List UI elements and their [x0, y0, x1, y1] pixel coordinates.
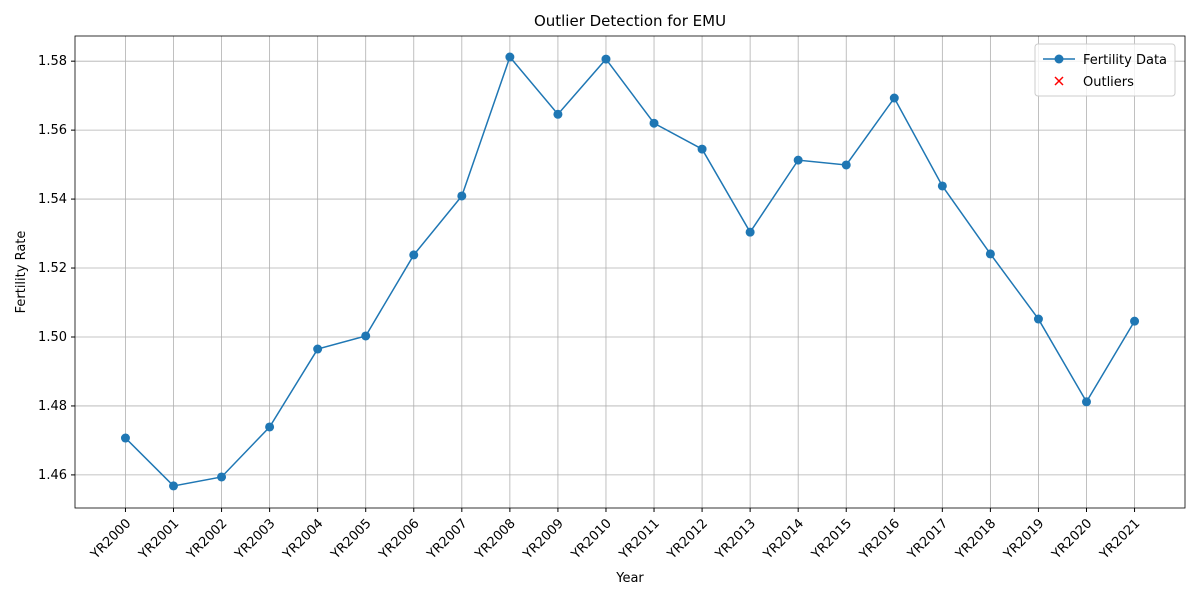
data-point	[697, 144, 707, 154]
x-tick-label: YR2009	[520, 516, 567, 563]
x-tick-label: YR2006	[376, 516, 423, 563]
x-tick-label: YR2010	[568, 516, 615, 563]
x-tick-label: YR2020	[1049, 516, 1096, 563]
y-tick-label: 1.50	[38, 330, 67, 345]
legend-label: Outliers	[1083, 75, 1134, 90]
data-point	[649, 118, 659, 128]
x-tick-label: YR2015	[808, 516, 855, 563]
data-point	[505, 52, 515, 62]
y-tick-label: 1.56	[38, 123, 67, 138]
data-point	[409, 250, 419, 260]
y-tick-label: 1.58	[38, 54, 67, 69]
y-axis-label: Fertility Rate	[14, 231, 29, 314]
data-point	[457, 191, 467, 201]
x-tick-label: YR2005	[328, 516, 375, 563]
data-point	[841, 160, 851, 170]
data-point	[169, 481, 179, 491]
x-tick-label: YR2017	[904, 516, 951, 563]
x-tick-label: YR2013	[712, 516, 759, 563]
data-point	[217, 472, 227, 482]
x-tick-label: YR2019	[1001, 516, 1048, 563]
legend-label: Fertility Data	[1083, 53, 1167, 68]
x-tick-label: YR2000	[88, 516, 135, 563]
data-point	[937, 181, 947, 191]
x-tick-label: YR2007	[424, 516, 471, 563]
x-tick-label: YR2008	[472, 516, 519, 563]
y-tick-label: 1.54	[38, 192, 67, 207]
data-point	[793, 155, 803, 165]
x-tick-label: YR2018	[953, 516, 1000, 563]
data-point	[1081, 397, 1091, 407]
data-point	[985, 249, 995, 259]
y-tick-label: 1.52	[38, 261, 67, 276]
data-point	[265, 422, 275, 432]
y-tick-label: 1.48	[38, 399, 67, 414]
data-line	[124, 55, 1136, 487]
legend-marker	[1054, 54, 1064, 64]
x-tick-label: YR2012	[664, 516, 711, 563]
data-point	[745, 227, 755, 237]
y-tick-label: 1.46	[38, 468, 67, 483]
data-point	[313, 344, 323, 354]
x-tick-label: YR2003	[232, 516, 279, 563]
data-point	[120, 433, 130, 443]
legend-box	[1034, 43, 1176, 97]
x-tick-label: YR2002	[184, 516, 231, 563]
chart-title: Outlier Detection for EMU	[534, 12, 726, 30]
data-point	[361, 331, 371, 341]
data-point	[601, 54, 611, 64]
x-tick-label: YR2001	[136, 516, 183, 563]
x-tick-label: YR2004	[280, 516, 327, 563]
x-axis-label: Year	[615, 571, 644, 586]
x-tick-label: YR2016	[856, 516, 903, 563]
legend-marker	[1054, 76, 1064, 86]
x-tick-label: YR2021	[1097, 516, 1144, 563]
x-tick-label: YR2011	[616, 516, 663, 563]
data-point	[889, 93, 899, 103]
data-point	[553, 109, 563, 119]
x-tick-label: YR2014	[760, 516, 807, 563]
data-point	[1033, 314, 1043, 324]
plot-frame	[74, 35, 1186, 509]
data-point	[1130, 316, 1140, 326]
